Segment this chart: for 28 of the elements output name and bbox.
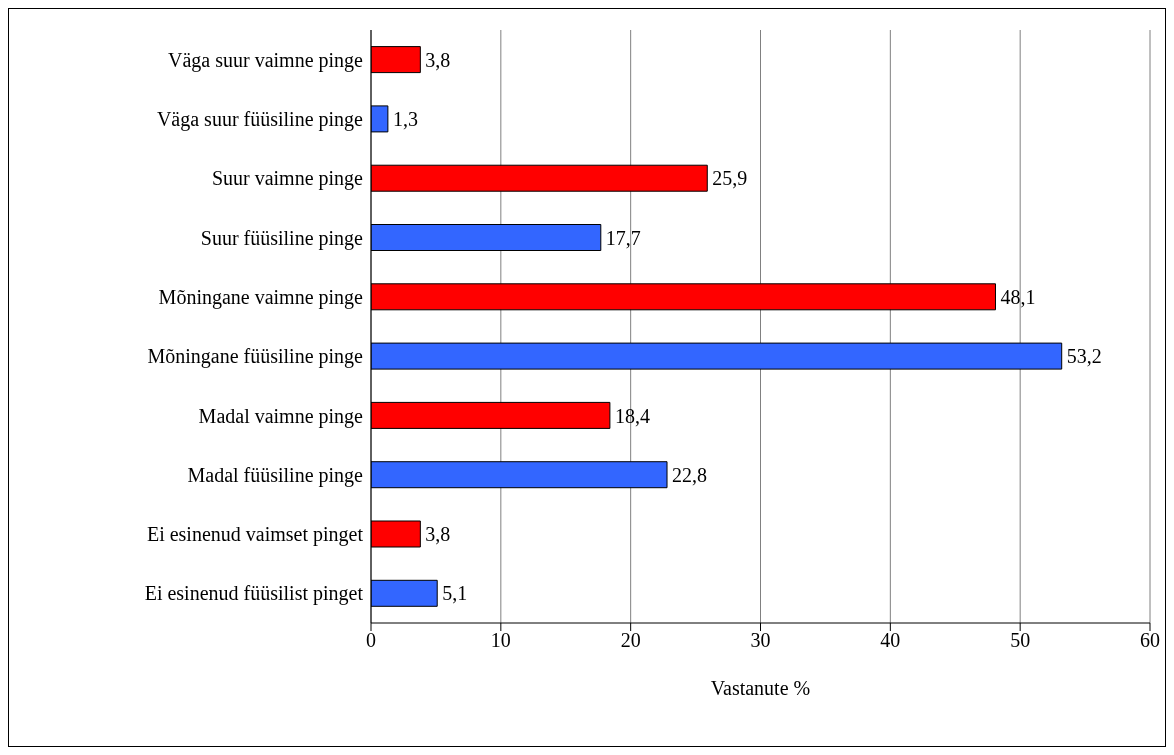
y-tick-label: Ei esinenud vaimset pinget <box>146 523 364 547</box>
data-label: 5,1 <box>442 582 468 605</box>
x-tick-label: 30 <box>750 629 771 652</box>
y-tick-label: Madal vaimne pinge <box>198 404 364 428</box>
data-label: 22,8 <box>672 463 708 486</box>
y-tick-label: Väga suur vaimne pinge <box>168 48 364 72</box>
data-label: 17,7 <box>605 226 641 249</box>
data-label: 1,3 <box>392 108 418 130</box>
x-axis-title: Vastanute % <box>710 677 811 699</box>
x-tick-label: 50 <box>1010 629 1031 652</box>
y-tick-label: Madal füüsiline pinge <box>187 463 364 487</box>
x-tick-label: 0 <box>366 629 376 652</box>
y-tick-label: Väga suur füüsiline pinge <box>156 108 364 132</box>
data-label: 3,8 <box>425 523 451 546</box>
y-tick-label: Mõningane füüsiline pinge <box>147 345 364 369</box>
x-tick-label: 20 <box>620 629 641 652</box>
y-tick-label: Suur füüsiline pinge <box>200 226 364 250</box>
y-tick-label: Ei esinenud füüsilist pinget <box>144 582 364 606</box>
data-label: 25,9 <box>712 167 748 190</box>
x-tick-label: 10 <box>490 629 511 652</box>
y-tick-label: Suur vaimne pinge <box>211 167 364 191</box>
data-label: 3,8 <box>425 48 451 71</box>
data-label: 53,2 <box>1066 345 1102 368</box>
data-label: 48,1 <box>1000 285 1036 308</box>
x-tick-label: 40 <box>880 629 901 652</box>
x-tick-label: 60 <box>1140 629 1160 652</box>
data-label: 18,4 <box>614 404 650 427</box>
y-tick-label: Mõningane vaimne pinge <box>158 285 364 309</box>
